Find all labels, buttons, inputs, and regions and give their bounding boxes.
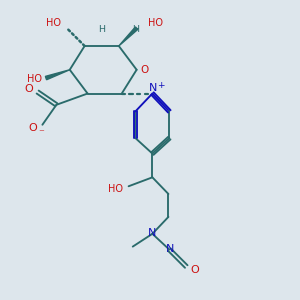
Text: O: O	[24, 84, 33, 94]
Text: HO: HO	[46, 18, 61, 28]
Text: HO: HO	[148, 18, 163, 28]
Text: ⁻: ⁻	[38, 128, 44, 138]
Text: HO: HO	[27, 74, 42, 84]
Text: N: N	[149, 83, 157, 93]
Text: HO: HO	[108, 184, 123, 194]
Text: O: O	[190, 266, 199, 275]
Polygon shape	[119, 27, 138, 46]
Text: O: O	[28, 123, 37, 133]
Polygon shape	[45, 70, 70, 80]
Text: N: N	[166, 244, 174, 254]
Text: +: +	[158, 81, 165, 90]
Text: N: N	[148, 228, 157, 238]
Text: O: O	[140, 65, 149, 75]
Text: H: H	[98, 25, 105, 34]
Text: H: H	[132, 25, 139, 34]
